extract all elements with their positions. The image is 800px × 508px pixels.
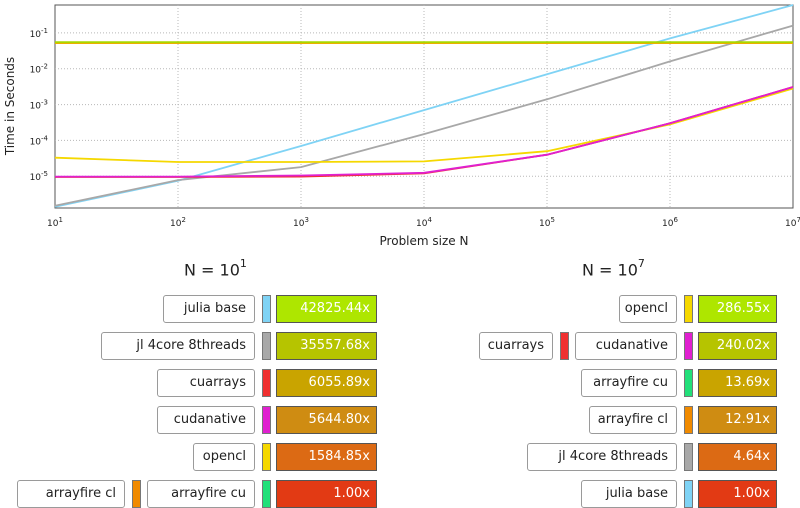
method-name-box: opencl: [193, 443, 255, 471]
x-tick-label: 107: [785, 216, 800, 229]
y-tick-labels: 10-5 10-4 10-3 10-2 10-1: [30, 27, 49, 183]
speedup-value-box: 12.91x: [698, 406, 777, 434]
y-tick-label: 10-1: [30, 27, 48, 40]
speedup-value-box: 42825.44x: [276, 295, 377, 323]
tied-method-color-swatch: [560, 332, 569, 360]
y-tick-label: 10-5: [30, 170, 48, 183]
series-line-5: [55, 86, 794, 178]
right-title-exponent: 7: [637, 257, 645, 270]
method-color-swatch: [262, 295, 271, 323]
right-panel-title: N = 107: [582, 257, 645, 280]
speedup-value-box: 13.69x: [698, 369, 777, 397]
x-tick-label: 106: [662, 216, 678, 229]
method-color-swatch: [684, 295, 693, 323]
method-color-swatch: [684, 443, 693, 471]
speedup-value-box: 286.55x: [698, 295, 777, 323]
x-tick-label: 103: [293, 216, 309, 229]
speedup-value-box: 6055.89x: [276, 369, 377, 397]
right-title-base: N = 10: [582, 260, 638, 280]
method-name-box: arrayfire cl: [589, 406, 677, 434]
method-color-swatch: [684, 406, 693, 434]
method-name-box: cudanative: [157, 406, 255, 434]
speedup-value-box: 240.02x: [698, 332, 777, 360]
method-name-box: opencl: [619, 295, 677, 323]
y-tick-label: 10-2: [30, 63, 48, 76]
speedup-value-box: 35557.68x: [276, 332, 377, 360]
method-name-box: cudanative: [575, 332, 677, 360]
method-color-swatch: [262, 406, 271, 434]
series-lines: [54, 4, 794, 208]
x-axis-label: Problem size N: [380, 234, 469, 248]
method-name-box: jl 4core 8threads: [527, 443, 677, 471]
y-tick-label: 10-4: [30, 134, 49, 147]
tied-method-color-swatch: [132, 480, 141, 508]
method-name-box: julia base: [163, 295, 255, 323]
tied-method-name-box: arrayfire cl: [17, 480, 125, 508]
left-panel-title: N = 101: [184, 257, 247, 280]
speedup-value-box: 5644.80x: [276, 406, 377, 434]
x-tick-label: 105: [539, 216, 555, 229]
speedup-value-box: 1.00x: [698, 480, 777, 508]
method-color-swatch: [262, 480, 271, 508]
tied-method-name-box: cuarrays: [479, 332, 553, 360]
method-name-box: jl 4core 8threads: [101, 332, 255, 360]
x-tick-label: 102: [170, 216, 186, 229]
y-axis-label: Time in Seconds: [3, 57, 17, 156]
speedup-value-box: 1.00x: [276, 480, 377, 508]
method-name-box: cuarrays: [157, 369, 255, 397]
x-tick-label: 104: [416, 216, 432, 229]
speedup-value-box: 4.64x: [698, 443, 777, 471]
x-tick-label: 101: [47, 216, 63, 229]
method-color-swatch: [684, 369, 693, 397]
method-color-swatch: [684, 332, 693, 360]
method-color-swatch: [262, 443, 271, 471]
timing-line-chart: 101 102 103 104 105 106 107 10-510-410-310-210…: [3, 4, 800, 248]
left-title-base: N = 10: [184, 260, 240, 280]
left-title-exponent: 1: [239, 257, 247, 270]
method-color-swatch: [262, 332, 271, 360]
method-name-box: arrayfire cu: [581, 369, 677, 397]
x-tick-labels: 101 102 103 104 105 106 107: [47, 216, 800, 229]
method-name-box: julia base: [581, 480, 677, 508]
y-tick-label: 10-3: [30, 99, 48, 112]
speedup-value-box: 1584.85x: [276, 443, 377, 471]
series-line-2: [54, 24, 794, 207]
method-color-swatch: [262, 369, 271, 397]
method-name-box: arrayfire cu: [147, 480, 255, 508]
method-color-swatch: [684, 480, 693, 508]
series-line-3: [54, 87, 794, 163]
